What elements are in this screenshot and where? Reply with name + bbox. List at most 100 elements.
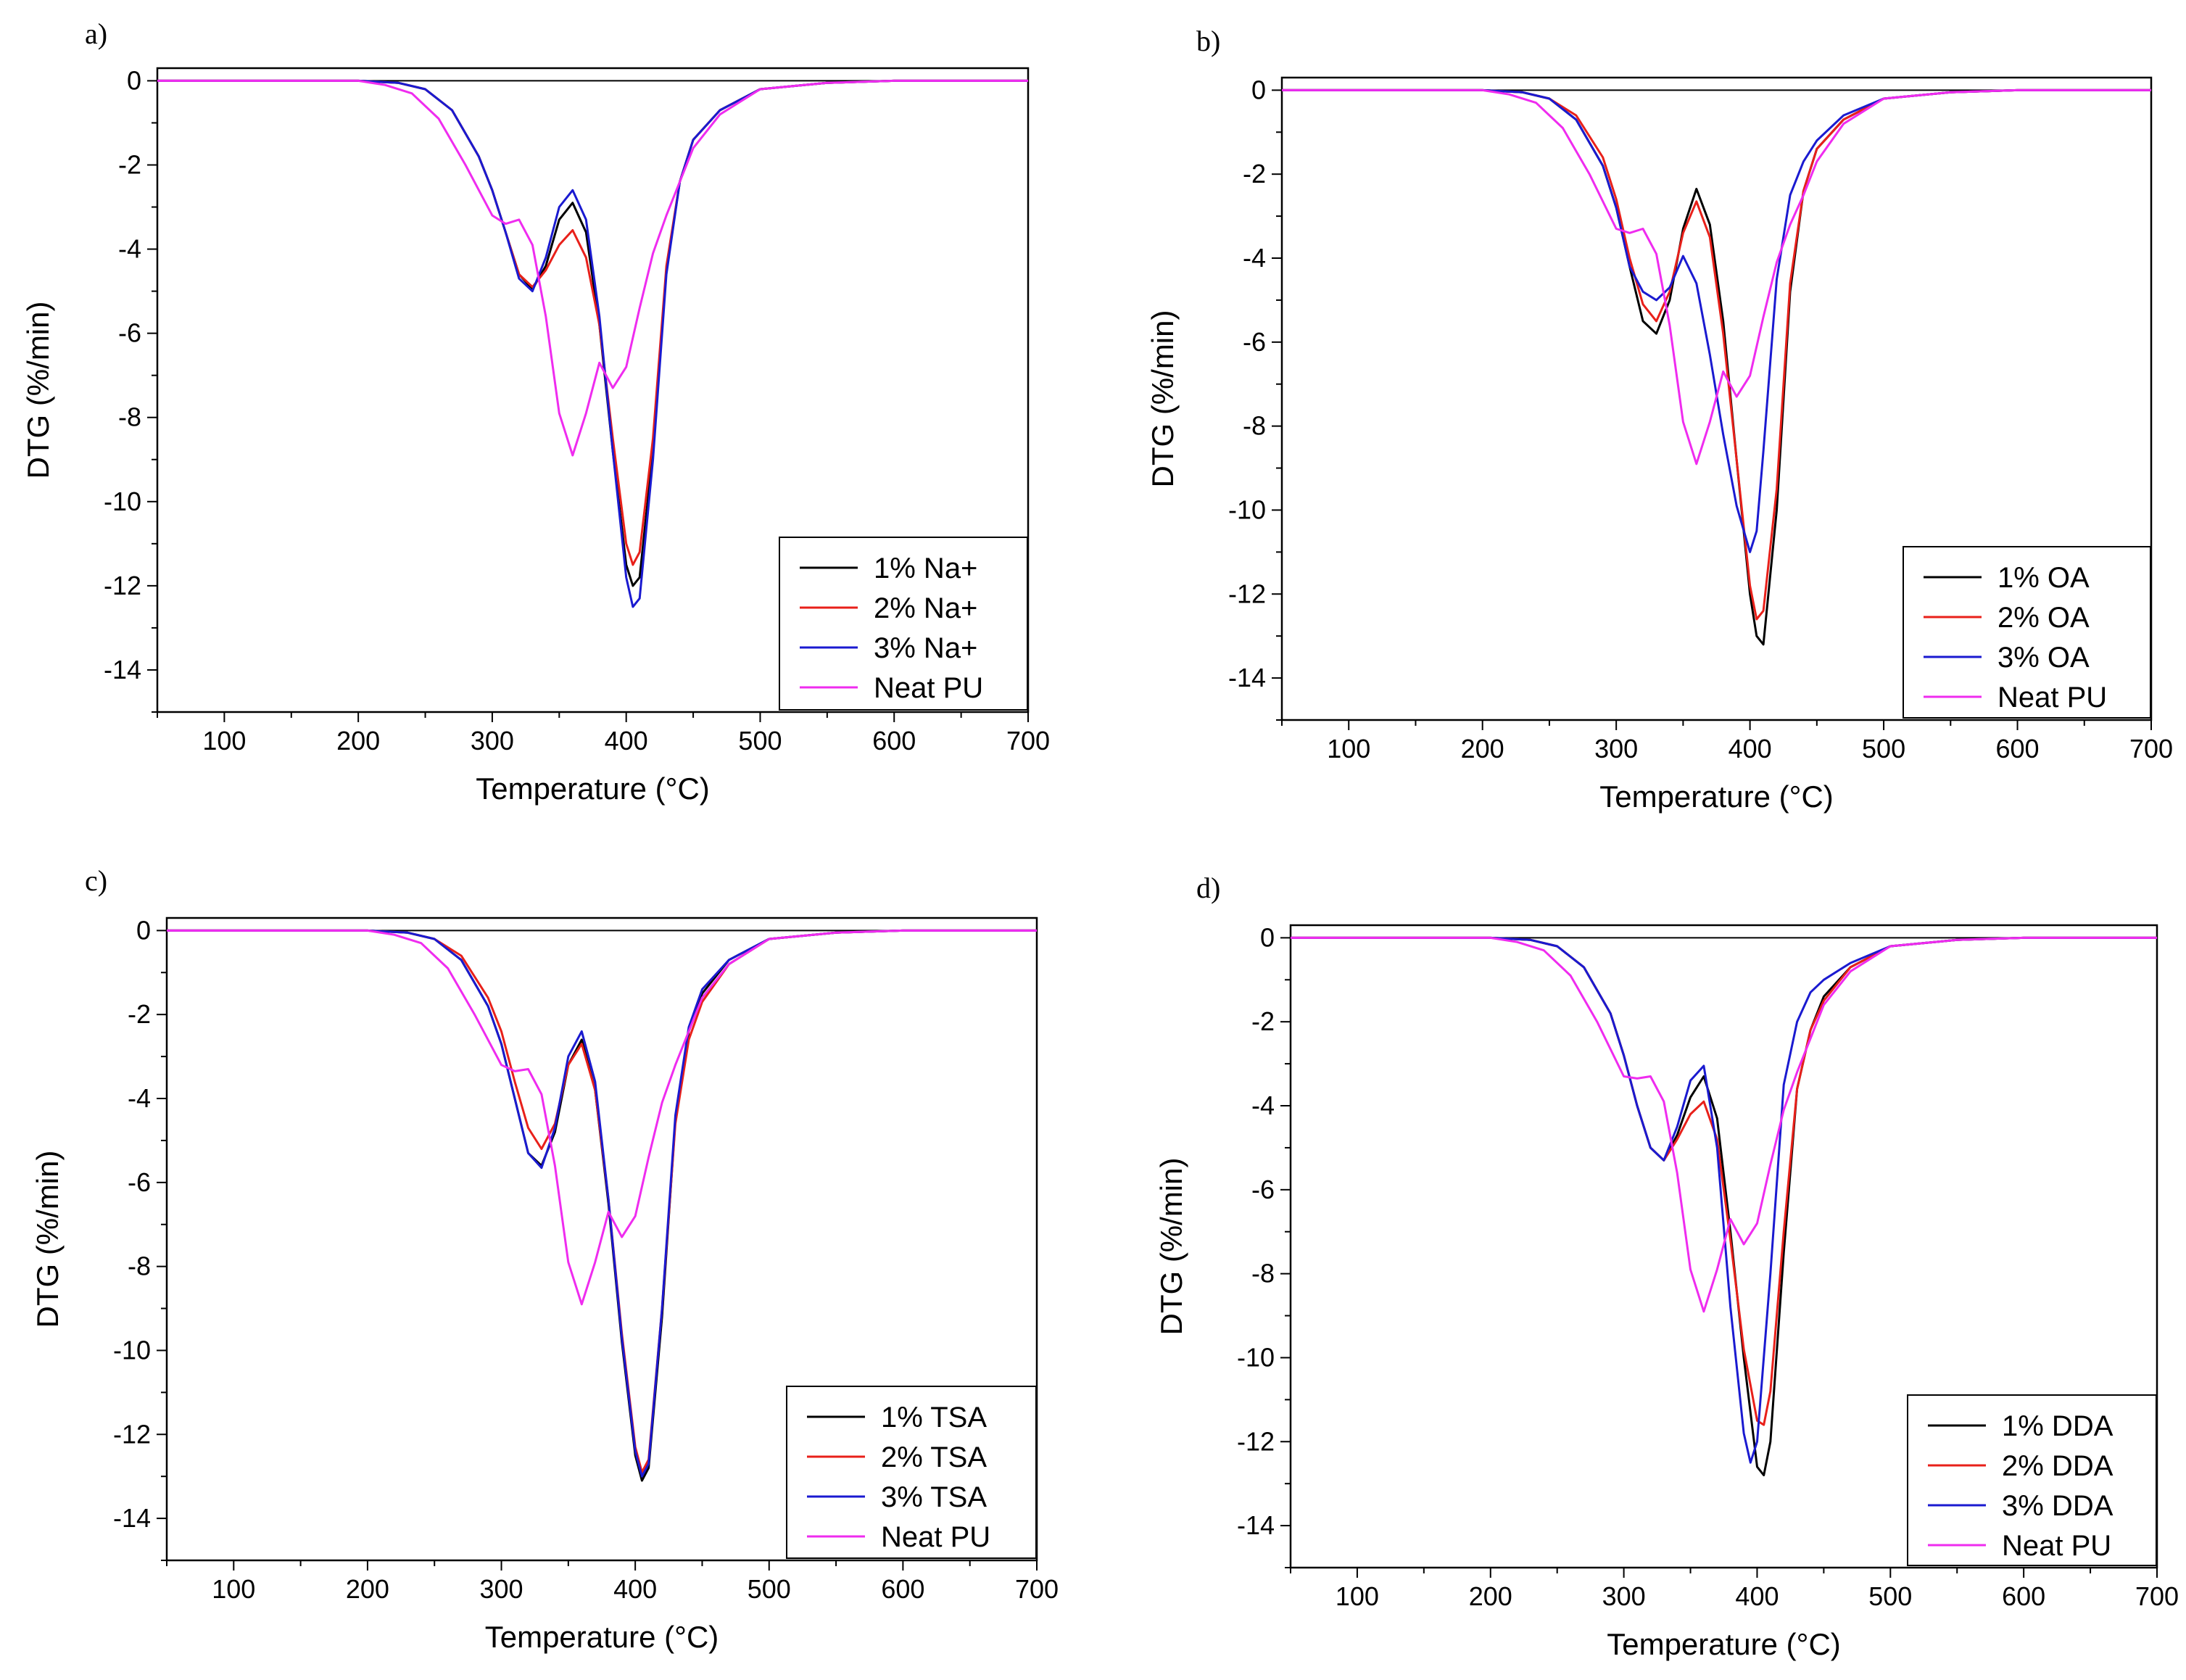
legend-label-4: Neat PU: [874, 672, 983, 704]
plot-frame: [156, 67, 1030, 713]
panel-tag: c): [85, 864, 107, 897]
x-tick-label: 400: [613, 1574, 657, 1604]
series-line-4: [1291, 936, 2157, 1313]
series-line-4: [1282, 88, 2151, 465]
x-axis-title: Temperature (°C): [485, 1620, 719, 1654]
x-tick-label: 700: [2129, 734, 2173, 764]
y-axis-title: DTG (%/min): [21, 302, 55, 479]
x-tick-label: 200: [1461, 734, 1504, 764]
legend-label-1: 1% DDA: [2002, 1410, 2113, 1442]
x-tick-label: 600: [881, 1574, 924, 1604]
y-tick-label: -14: [113, 1503, 151, 1533]
legend-label-2: 2% OA: [1997, 602, 2090, 634]
chart-panel-3: c) 100 200 300 400 500 600 700 0 -2 -4 -6 -8 -10 -12 -1…: [30, 864, 1059, 1654]
x-tick-label: 600: [872, 726, 916, 756]
y-tick-label: 0: [1260, 922, 1275, 952]
y-tick-label: -10: [113, 1335, 151, 1365]
legend: 1% DDA 2% DDA 3% DDA Neat PU: [1907, 1394, 2157, 1566]
x-axis-title: Temperature (°C): [1599, 779, 1834, 814]
y-tick-label: -4: [128, 1083, 151, 1113]
series-line-1: [157, 79, 1028, 587]
y-tick-label: -8: [1243, 411, 1266, 441]
legend: 1% TSA 2% TSA 3% TSA Neat PU: [786, 1386, 1037, 1559]
y-tick-label: -8: [128, 1251, 151, 1281]
y-tick-label: -6: [118, 318, 141, 348]
x-tick-label: 400: [1735, 1581, 1779, 1611]
y-tick-label: -10: [1228, 495, 1266, 524]
chart-panel-4: d) 100 200 300 400 500 600 700 0 -2 -4 -6 -8 -10 -12 -1…: [1154, 872, 2179, 1661]
x-tick-label: 100: [202, 726, 246, 756]
series-line-2: [1282, 88, 2151, 621]
y-tick-label: -14: [1228, 663, 1266, 692]
y-tick-label: -14: [1237, 1510, 1275, 1540]
x-tick-label: 400: [1728, 734, 1772, 764]
legend-label-2: 2% Na+: [874, 592, 977, 624]
x-tick-label: 300: [1602, 1581, 1646, 1611]
x-tick-label: 700: [1015, 1574, 1059, 1604]
x-tick-label: 200: [346, 1574, 389, 1604]
x-axis-title: Temperature (°C): [476, 771, 710, 806]
x-tick-label: 200: [336, 726, 380, 756]
y-tick-label: -6: [128, 1167, 151, 1197]
y-tick-label: -14: [104, 655, 141, 684]
y-tick-label: -4: [118, 234, 141, 264]
x-tick-label: 500: [1862, 734, 1905, 764]
y-tick-label: -12: [113, 1419, 151, 1449]
x-tick-label: 100: [1336, 1581, 1379, 1611]
y-axis-title: DTG (%/min): [1146, 310, 1180, 488]
x-tick-label: 300: [479, 1574, 523, 1604]
x-tick-label: 300: [1594, 734, 1638, 764]
y-tick-label: -10: [1237, 1342, 1275, 1372]
legend-label-3: 3% OA: [1997, 642, 2090, 674]
legend: 1% Na+ 2% Na+ 3% Na+ Neat PU: [779, 537, 1028, 711]
series-line-4: [167, 929, 1037, 1306]
y-tick-label: 0: [1251, 75, 1266, 104]
legend-label-1: 1% Na+: [874, 553, 977, 584]
y-tick-label: -2: [1251, 1006, 1275, 1036]
y-tick-label: -8: [1251, 1259, 1275, 1288]
legend: 1% OA 2% OA 3% OA Neat PU: [1903, 546, 2151, 719]
legend-label-3: 3% TSA: [881, 1481, 987, 1513]
series-line-2: [157, 79, 1028, 566]
x-tick-label: 500: [1868, 1581, 1912, 1611]
y-axis-title: DTG (%/min): [1154, 1158, 1188, 1336]
series-line-3: [1291, 936, 2157, 1464]
y-tick-label: -10: [104, 487, 141, 516]
panel-tag: d): [1196, 872, 1220, 904]
x-tick-label: 500: [748, 1574, 791, 1604]
y-axis-title: DTG (%/min): [30, 1151, 65, 1328]
x-tick-label: 600: [1995, 734, 2039, 764]
legend-box: [1907, 1394, 2157, 1566]
y-tick-label: -6: [1243, 327, 1266, 357]
legend-label-4: Neat PU: [2002, 1530, 2111, 1562]
x-tick-label: 700: [2135, 1581, 2179, 1611]
y-tick-label: -12: [1237, 1426, 1275, 1456]
legend-label-1: 1% TSA: [881, 1402, 987, 1433]
plot-frame: [1289, 924, 2158, 1569]
legend-box: [1903, 546, 2151, 719]
legend-label-3: 3% Na+: [874, 632, 977, 664]
series-line-4: [157, 79, 1028, 457]
y-tick-label: -12: [1228, 579, 1266, 608]
plot-frame: [1280, 76, 2153, 721]
y-tick-label: 0: [136, 915, 151, 945]
x-tick-label: 200: [1469, 1581, 1512, 1611]
y-tick-label: -2: [1243, 159, 1266, 189]
y-tick-label: -4: [1251, 1091, 1275, 1120]
legend-label-3: 3% DDA: [2002, 1490, 2113, 1522]
x-tick-label: 400: [605, 726, 648, 756]
panel-tag: b): [1196, 25, 1220, 57]
legend-label-4: Neat PU: [881, 1521, 990, 1553]
chart-panel-1: a) 100 200 300 400 500 600 700 0 -2 -4 -6 -8 -10 -12 -1…: [21, 17, 1050, 806]
y-tick-label: -8: [118, 402, 141, 432]
x-axis-title: Temperature (°C): [1607, 1627, 1841, 1661]
x-tick-label: 700: [1006, 726, 1050, 756]
panel-tag: a): [85, 17, 107, 50]
y-tick-label: -2: [118, 149, 141, 179]
x-tick-label: 600: [2002, 1581, 2045, 1611]
y-tick-label: -4: [1243, 243, 1266, 273]
series-line-3: [167, 929, 1037, 1478]
legend-label-4: Neat PU: [1997, 682, 2107, 713]
x-tick-label: 300: [471, 726, 514, 756]
